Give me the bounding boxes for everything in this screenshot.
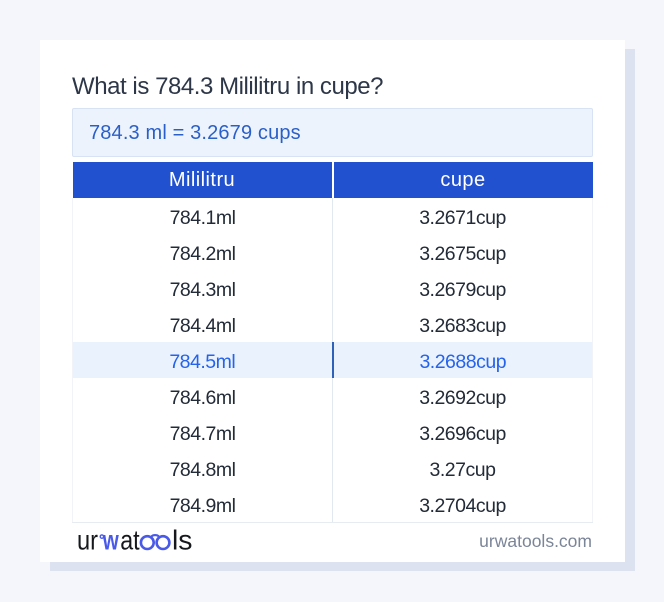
svg-text:w: w <box>102 526 119 556</box>
svg-text:ls: ls <box>172 526 193 556</box>
svg-text:at: at <box>120 526 140 556</box>
svg-text:ur: ur <box>77 526 98 556</box>
